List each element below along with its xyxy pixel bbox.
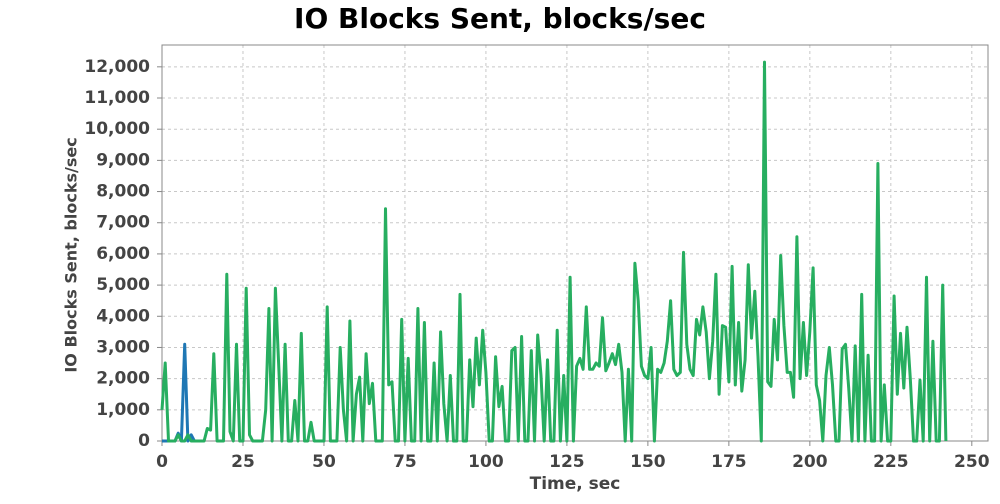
y-tick-label: 0 (138, 431, 150, 451)
y-tick-label: 6,000 (96, 244, 150, 264)
x-tick-label: 200 (792, 452, 828, 472)
y-tick-label: 2,000 (96, 369, 150, 389)
y-tick-label: 1,000 (96, 400, 150, 420)
y-tick-label: 8,000 (96, 182, 150, 202)
chart-title: IO Blocks Sent, blocks/sec (294, 2, 706, 35)
x-axis-label: Time, sec (530, 474, 621, 494)
y-tick-label: 4,000 (96, 306, 150, 326)
y-tick-label: 9,000 (96, 150, 150, 170)
x-tick-label: 50 (312, 452, 336, 472)
line-series (160, 60, 948, 443)
x-tick-label: 250 (954, 452, 990, 472)
y-tick-label: 11,000 (84, 88, 150, 108)
x-tick-label: 75 (393, 452, 417, 472)
x-tick-label: 0 (156, 452, 168, 472)
x-tick-label: 175 (711, 452, 747, 472)
x-tick-label: 25 (231, 452, 255, 472)
y-tick-label: 12,000 (84, 57, 150, 77)
x-tick-label: 125 (549, 452, 585, 472)
plot-frame (161, 44, 989, 442)
y-tick-label: 5,000 (96, 275, 150, 295)
x-tick-label: 225 (873, 452, 909, 472)
y-tick-label: 10,000 (84, 119, 150, 139)
x-tick-label: 150 (630, 452, 666, 472)
y-axis-label: IO Blocks Sent, blocks/sec (62, 137, 81, 372)
y-tick-label: 3,000 (96, 337, 150, 357)
y-tick-label: 7,000 (96, 213, 150, 233)
x-tick-label: 100 (468, 452, 504, 472)
